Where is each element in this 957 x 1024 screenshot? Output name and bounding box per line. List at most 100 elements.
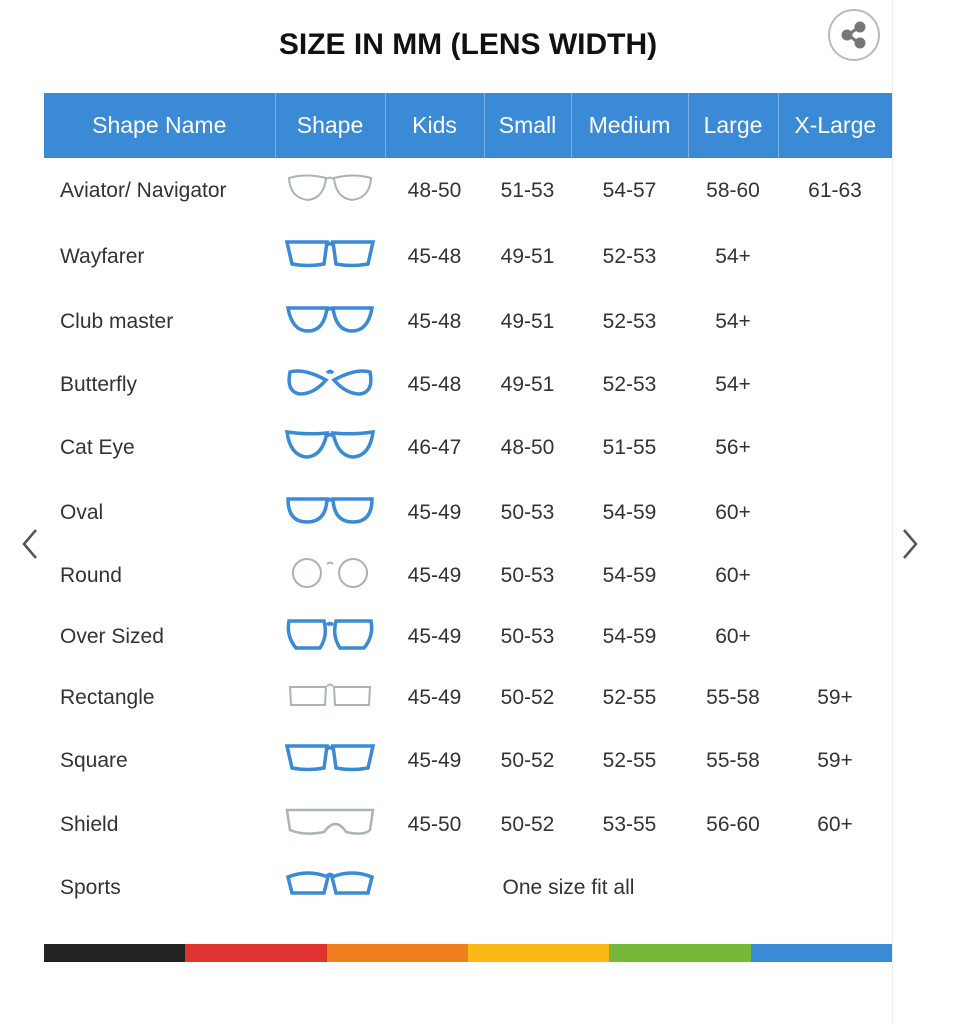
shape-name: Butterfly	[60, 372, 138, 396]
size-xlarge	[778, 415, 892, 480]
size-xlarge	[778, 606, 892, 667]
size-small: 50-52	[500, 813, 555, 836]
column-header: Shape	[275, 93, 386, 158]
table-row: Cat Eye 46-47 48-50 51-55 56+	[44, 415, 892, 480]
table-row: Aviator/ Navigator 48-50 51-53 54-57 58-60 61…	[44, 158, 892, 224]
size-medium: 52-55	[602, 685, 657, 709]
square-glasses-icon	[284, 743, 376, 771]
stripe-segment	[609, 944, 751, 962]
table-header: Shape Name Shape Kids Small Medium Large X-Lar…	[44, 93, 892, 158]
shape-name: Rectangle	[60, 685, 155, 709]
size-kids: 45-49	[407, 685, 462, 709]
size-small: 49-51	[500, 244, 555, 268]
column-header: Kids	[385, 93, 485, 158]
size-kids: 45-49	[407, 624, 462, 648]
size-medium: 54-59	[602, 500, 657, 524]
stripe-segment	[44, 944, 186, 962]
size-small: 50-53	[500, 563, 555, 587]
shape-cell	[275, 793, 385, 857]
size-large: 58-60	[706, 179, 760, 202]
shape-cell	[275, 606, 385, 667]
shape-name: Shield	[60, 813, 119, 836]
table-row: Oval 45-49 50-53 54-59 60+	[44, 480, 892, 545]
size-note: One size fit all	[502, 875, 635, 899]
cateye-glasses-icon	[284, 429, 376, 459]
share-icon	[841, 21, 866, 49]
size-xlarge	[778, 224, 892, 289]
size-small: 51-53	[500, 179, 555, 202]
page-edge	[892, 0, 957, 1024]
shape-cell	[275, 158, 385, 224]
shape-name: Sports	[60, 875, 121, 899]
prev-arrow[interactable]	[18, 526, 42, 571]
size-medium: 52-53	[602, 244, 657, 268]
shape-cell	[275, 728, 385, 793]
table-row: Rectangle 45-49 50-52 52-55 55-58 59+	[44, 667, 892, 728]
size-kids: 46-47	[407, 435, 462, 459]
size-small: 50-52	[500, 685, 555, 709]
shape-name: Round	[60, 563, 122, 587]
size-medium: 52-55	[602, 748, 657, 772]
sports-glasses-icon	[285, 870, 375, 895]
shape-name: Club master	[60, 309, 174, 333]
stripe-segment	[467, 944, 610, 962]
oversized-glasses-icon	[286, 618, 374, 650]
table-row: Round 45-49 50-53 54-59 60+	[44, 545, 892, 606]
size-xlarge: 60+	[817, 813, 853, 836]
aviator-glasses-icon	[287, 174, 373, 202]
size-kids: 45-48	[407, 309, 462, 333]
shape-cell	[275, 667, 385, 728]
size-kids: 45-48	[407, 244, 462, 268]
table-row: Over Sized 45-49 50-53 54-59 60+	[44, 606, 892, 667]
share-button[interactable]	[828, 9, 880, 61]
stripe-segment	[326, 944, 468, 962]
shape-cell	[275, 480, 385, 545]
size-large: 54+	[715, 309, 751, 333]
size-large: 60+	[715, 624, 751, 648]
chevron-right-icon	[903, 529, 918, 559]
size-xlarge: 61-63	[808, 179, 862, 202]
size-small: 50-53	[500, 500, 555, 524]
size-medium: 52-53	[602, 372, 657, 396]
shape-cell	[275, 545, 385, 606]
size-large: 60+	[715, 500, 751, 524]
wayfarer-glasses-icon	[284, 239, 376, 267]
size-xlarge	[778, 289, 892, 354]
shape-name: Aviator/ Navigator	[60, 179, 227, 202]
size-medium: 51-55	[602, 435, 657, 459]
size-xlarge: 59+	[817, 685, 853, 709]
size-small: 50-52	[500, 748, 555, 772]
size-chart-panel	[0, 0, 892, 1024]
size-large: 60+	[715, 563, 751, 587]
size-xlarge: 59+	[817, 748, 853, 772]
size-small: 49-51	[500, 309, 555, 333]
size-medium: 52-53	[602, 309, 657, 333]
column-header: Shape Name	[44, 93, 276, 158]
size-large: 54+	[715, 372, 751, 396]
table-row: Shield 45-50 50-52 53-55 56-60 60+	[44, 793, 892, 857]
size-kids: 45-50	[407, 813, 462, 836]
shape-cell	[275, 857, 385, 918]
shape-name: Square	[60, 748, 128, 772]
shape-cell	[275, 224, 385, 289]
size-kids: 45-49	[407, 500, 462, 524]
table-row: Wayfarer 45-48 49-51 52-53 54+	[44, 224, 892, 289]
shape-cell	[275, 415, 385, 480]
size-xlarge	[778, 354, 892, 415]
table-row: Butterfly 45-48 49-51 52-53 54+	[44, 354, 892, 415]
shape-cell	[275, 354, 385, 415]
size-large: 55-58	[706, 748, 760, 772]
oval-glasses-icon	[286, 496, 374, 524]
size-table: Shape Name Shape Kids Small Medium Large X-Lar…	[44, 93, 892, 918]
size-medium: 54-59	[602, 624, 657, 648]
size-medium: 53-55	[602, 813, 657, 836]
size-xlarge	[778, 545, 892, 606]
size-large: 55-58	[706, 685, 760, 709]
column-header: X-Large	[778, 93, 892, 158]
clubmaster-glasses-icon	[285, 305, 375, 333]
size-small: 50-53	[500, 624, 555, 648]
stripe-segment	[750, 944, 892, 962]
column-header: Small	[484, 93, 572, 158]
next-arrow[interactable]	[898, 526, 922, 571]
size-kids: 48-50	[407, 179, 462, 202]
